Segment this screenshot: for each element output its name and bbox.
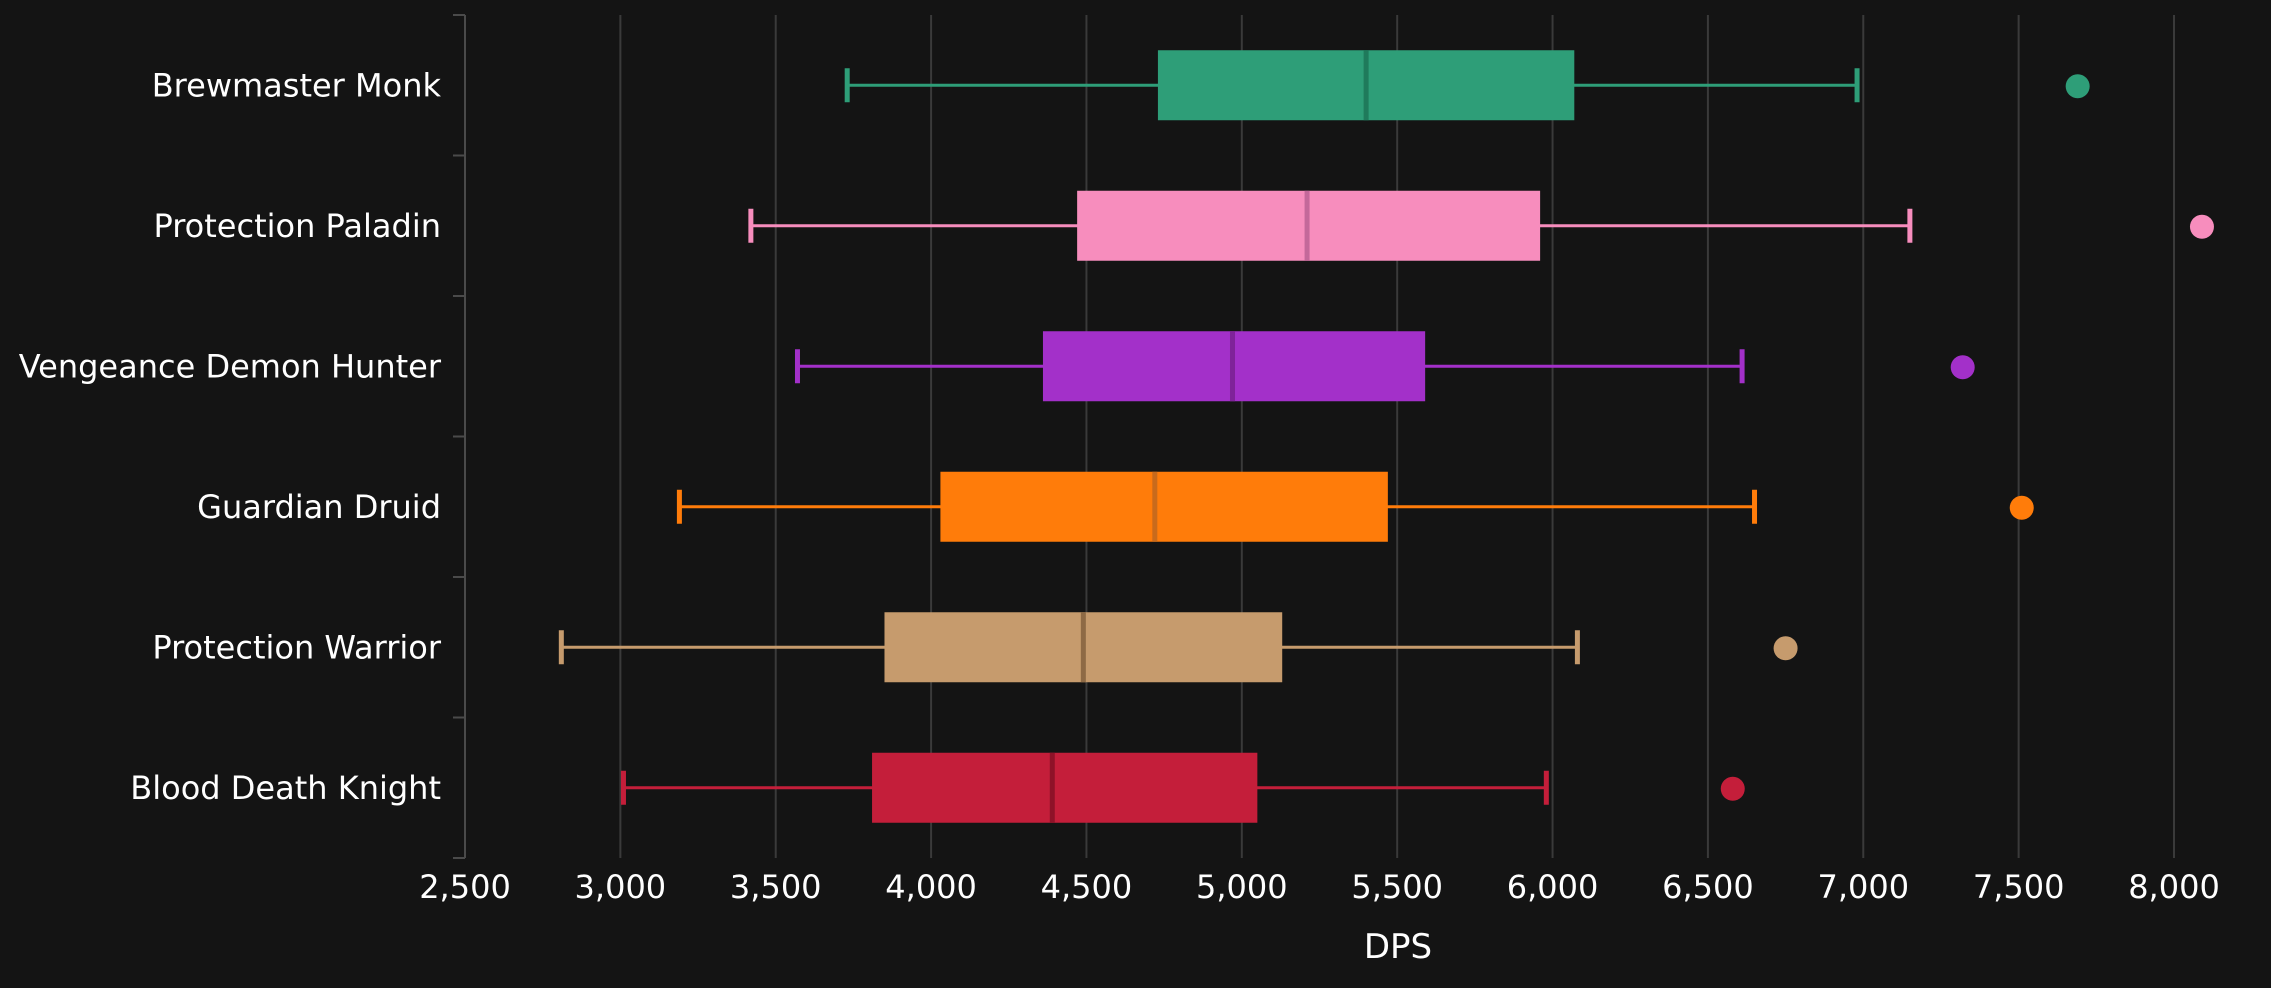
x-tick-label: 8,000	[2128, 868, 2220, 906]
category-label: Protection Warrior	[152, 628, 441, 666]
box-group	[794, 331, 1975, 402]
category-label: Blood Death Knight	[130, 769, 441, 807]
outlier-point	[1950, 355, 1975, 380]
x-tick-label: 3,000	[575, 868, 667, 906]
box-group	[748, 190, 2214, 261]
x-tick-label: 4,500	[1041, 868, 1133, 906]
x-tick-label: 5,500	[1351, 868, 1443, 906]
x-tick-label: 2,500	[419, 868, 511, 906]
y-axis	[453, 14, 466, 859]
box-group	[844, 50, 2090, 121]
iqr-box	[940, 471, 1388, 542]
box-group	[620, 752, 1745, 823]
outlier-point	[2189, 214, 2214, 239]
x-tick-label: 5,000	[1196, 868, 1288, 906]
x-tick-label: 4,000	[885, 868, 977, 906]
category-label: Brewmaster Monk	[152, 66, 442, 104]
outlier-point	[2009, 495, 2034, 520]
x-axis-title: DPS	[1364, 927, 1432, 967]
outlier-point	[1720, 776, 1745, 801]
x-tick-label: 6,500	[1662, 868, 1754, 906]
category-label: Protection Paladin	[153, 207, 441, 245]
box-group	[558, 612, 1798, 683]
outlier-point	[1773, 636, 1798, 661]
category-labels: Brewmaster Monk Protection Paladin Vengean…	[19, 66, 442, 807]
iqr-box	[872, 752, 1258, 823]
category-label: Vengeance Demon Hunter	[19, 347, 442, 385]
x-tick-label: 7,500	[1973, 868, 2065, 906]
x-tick-label: 7,000	[1817, 868, 1909, 906]
box-group	[676, 471, 2034, 542]
x-tick-label: 6,000	[1507, 868, 1599, 906]
box-layer	[558, 50, 2214, 823]
grid-layer	[619, 15, 2175, 858]
outlier-point	[2065, 74, 2090, 99]
x-tick-label: 3,500	[730, 868, 822, 906]
x-axis-ticks: 2,500 3,000 3,500 4,000 4,500 5,000 5,500 6,000…	[419, 868, 2220, 906]
category-label: Guardian Druid	[197, 488, 441, 526]
